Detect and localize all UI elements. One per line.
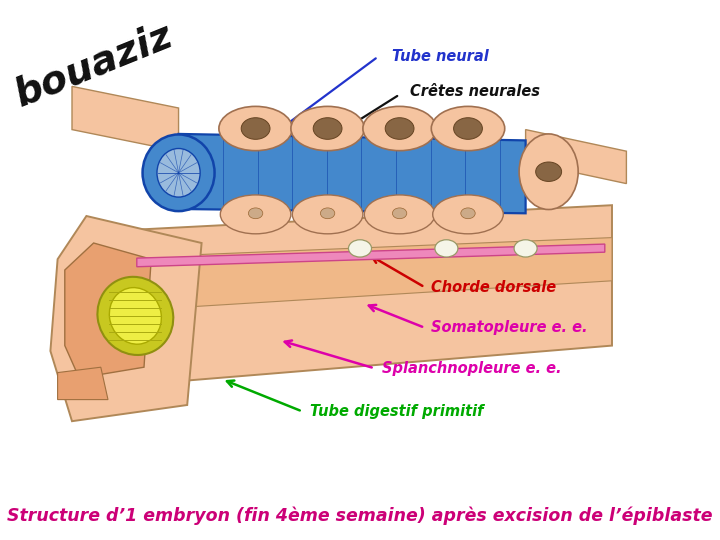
Polygon shape [137,244,605,267]
Polygon shape [50,216,202,421]
Text: Structure d’1 embryon (fin 4ème semaine) après excision de l’épiblaste: Structure d’1 embryon (fin 4ème semaine)… [7,507,713,525]
Ellipse shape [219,106,292,151]
Text: Crêtes neurales: Crêtes neurales [410,84,541,99]
Ellipse shape [433,195,503,234]
Text: Chorde dorsale: Chorde dorsale [431,280,556,295]
Text: bouaziz: bouaziz [9,16,178,114]
Ellipse shape [291,106,364,151]
Polygon shape [86,238,612,313]
Polygon shape [72,86,179,151]
Text: Somites: Somites [431,123,500,138]
Polygon shape [526,130,626,184]
Ellipse shape [157,148,200,197]
Circle shape [435,240,458,257]
Circle shape [241,118,270,139]
Ellipse shape [109,288,161,344]
Text: Splanchnopleure e. e.: Splanchnopleure e. e. [382,361,561,376]
Polygon shape [179,134,526,213]
Polygon shape [58,367,108,400]
Ellipse shape [292,195,363,234]
Polygon shape [86,205,612,389]
Ellipse shape [97,277,174,355]
Circle shape [320,208,335,219]
Polygon shape [65,243,151,378]
Circle shape [514,240,537,257]
Text: Somatopleure e. e.: Somatopleure e. e. [431,320,587,335]
Ellipse shape [519,134,578,210]
Circle shape [348,240,372,257]
Ellipse shape [431,106,505,151]
Circle shape [248,208,263,219]
Circle shape [461,208,475,219]
Text: Tube neural: Tube neural [392,49,489,64]
Circle shape [454,118,482,139]
Circle shape [536,162,562,181]
Ellipse shape [143,134,215,211]
Ellipse shape [363,106,436,151]
Circle shape [385,118,414,139]
Circle shape [313,118,342,139]
Ellipse shape [364,195,435,234]
Ellipse shape [220,195,291,234]
Text: Tube digestif primitif: Tube digestif primitif [310,404,483,419]
Circle shape [392,208,407,219]
